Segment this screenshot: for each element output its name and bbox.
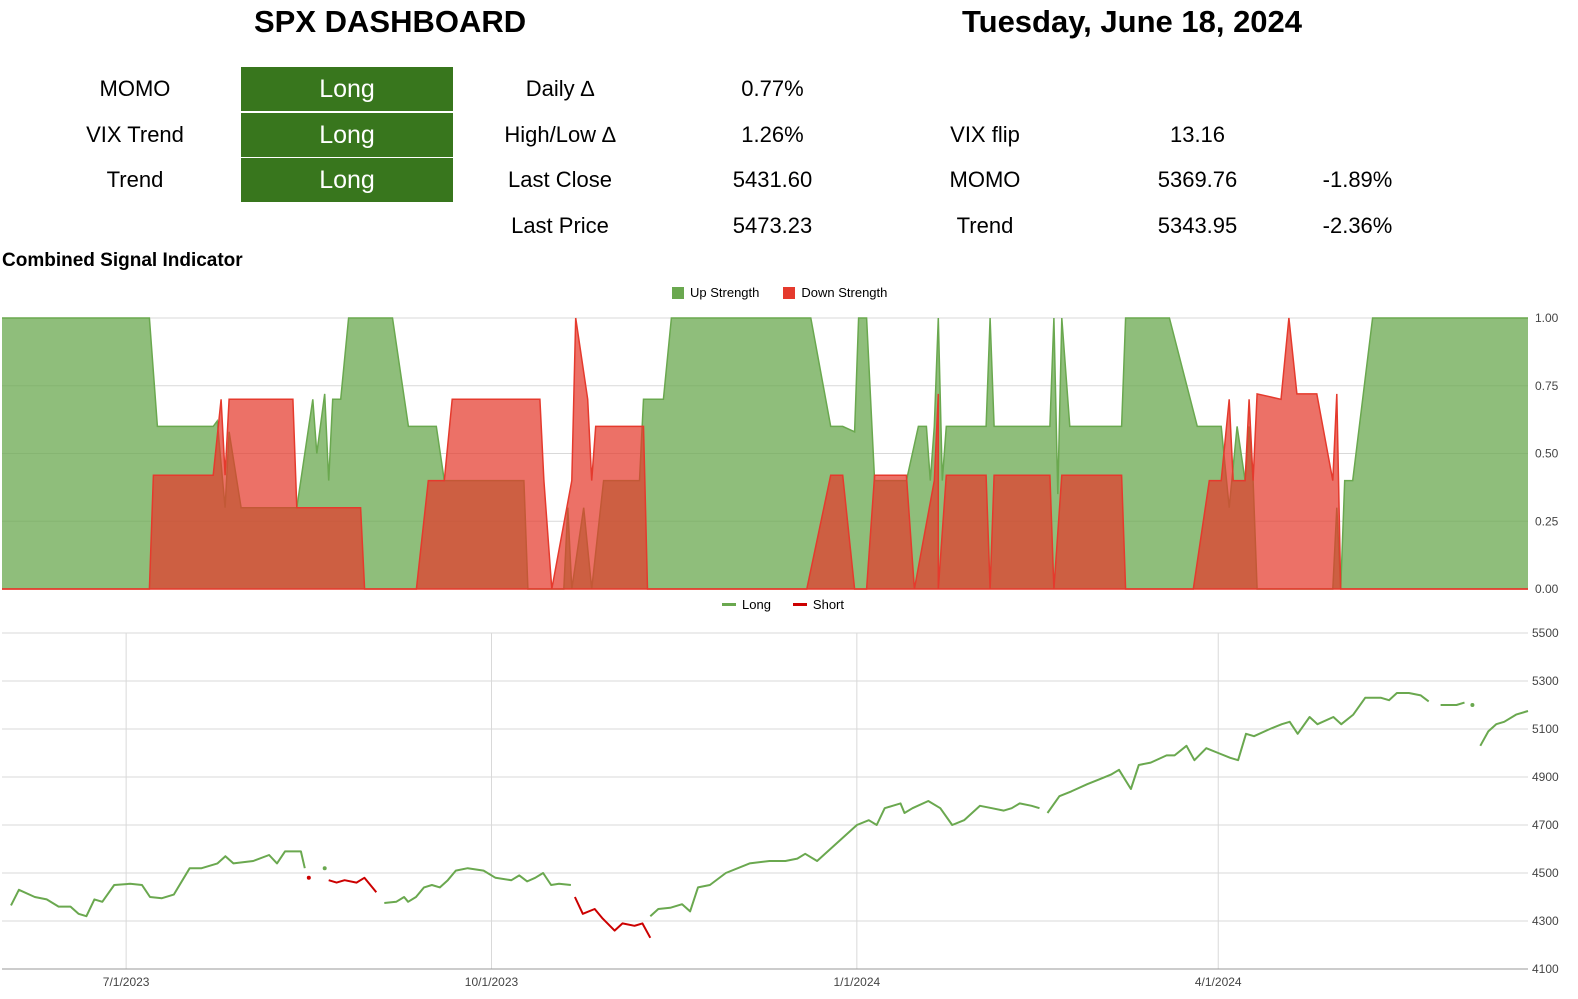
price-y-tick-label: 5500 bbox=[1532, 626, 1559, 640]
price-x-tick-label: 1/1/2024 bbox=[833, 975, 880, 989]
price-y-tick-label: 4100 bbox=[1532, 962, 1559, 976]
long-line-segment bbox=[649, 800, 1040, 917]
long-line-segment bbox=[1046, 692, 1430, 814]
signal-label-trend: Trend bbox=[106, 167, 164, 192]
long-line-segment bbox=[1479, 710, 1529, 747]
price-grid bbox=[2, 632, 1528, 970]
stat-label-high-low-delta: High/Low ∆ bbox=[504, 122, 616, 147]
signal-value-vix-trend: Long bbox=[241, 113, 453, 157]
stat-label-last-close: Last Close bbox=[508, 167, 612, 192]
long-dot bbox=[322, 866, 327, 871]
stat-label-daily-delta: Daily ∆ bbox=[525, 76, 595, 101]
short-line-segment bbox=[328, 876, 378, 893]
strength-y-tick-label: 0.00 bbox=[1535, 582, 1559, 596]
legend-up-strength: Up Strength bbox=[690, 285, 760, 300]
down-strength-swatch bbox=[783, 286, 796, 299]
price-y-tick-label: 4500 bbox=[1532, 866, 1559, 880]
level-label-trend: Trend bbox=[956, 213, 1014, 238]
price-x-tick-label: 7/1/2023 bbox=[103, 975, 150, 989]
level-value-trend: 5343.95 bbox=[1157, 213, 1238, 238]
strength-y-tick-label: 0.75 bbox=[1535, 379, 1559, 393]
stat-value-daily-delta: 0.77% bbox=[741, 76, 804, 101]
short-line-segment bbox=[573, 896, 652, 939]
signal-value-momo: Long bbox=[241, 67, 453, 111]
section-title: Combined Signal Indicator bbox=[2, 250, 243, 271]
stat-value-last-close: 5431.60 bbox=[732, 167, 813, 192]
price-lines bbox=[10, 692, 1529, 939]
long-line-segment bbox=[384, 867, 572, 904]
price-x-tick-label: 10/1/2023 bbox=[465, 975, 519, 989]
long-line-segment bbox=[10, 850, 306, 918]
level-value-vix-flip: 13.16 bbox=[1169, 122, 1226, 147]
down-strength-area bbox=[2, 318, 1528, 589]
price-y-tick-label: 4300 bbox=[1532, 914, 1559, 928]
stat-value-high-low-delta: 1.26% bbox=[741, 122, 804, 147]
price-legend: Long Short bbox=[722, 597, 844, 612]
stat-value-last-price: 5473.23 bbox=[732, 213, 813, 238]
dashboard-date: Tuesday, June 18, 2024 bbox=[962, 4, 1303, 39]
level-label-momo: MOMO bbox=[949, 167, 1021, 192]
signal-label-vix-trend: VIX Trend bbox=[86, 122, 184, 147]
level-pct-momo: -1.89% bbox=[1322, 167, 1393, 192]
level-value-momo: 5369.76 bbox=[1157, 167, 1238, 192]
short-swatch bbox=[792, 603, 807, 606]
strength-y-tick-label: 0.50 bbox=[1535, 447, 1559, 461]
down-strength-line bbox=[2, 317, 1528, 590]
stat-label-last-price: Last Price bbox=[511, 213, 609, 238]
legend-long: Long bbox=[742, 597, 771, 612]
legend-short: Short bbox=[812, 597, 844, 612]
strength-legend: Up Strength Down Strength bbox=[672, 285, 887, 300]
up-strength-area bbox=[2, 318, 1528, 589]
signal-label-momo: MOMO bbox=[99, 76, 171, 101]
signal-value-trend: Long bbox=[241, 158, 453, 202]
short-dot bbox=[306, 875, 311, 880]
price-y-tick-label: 5300 bbox=[1532, 674, 1559, 688]
up-strength-swatch bbox=[672, 286, 684, 299]
level-pct-trend: -2.36% bbox=[1322, 213, 1393, 238]
price-y-tick-label: 5100 bbox=[1532, 722, 1559, 736]
long-dot bbox=[1470, 703, 1475, 707]
strength-y-tick-label: 0.25 bbox=[1535, 514, 1559, 528]
price-axes: 4100 4300 4500 4700 4900 5100 5300 5500 7/1/2023… bbox=[2, 626, 1559, 989]
strength-y-axis: 0.00 0.25 0.50 0.75 1.00 bbox=[1535, 311, 1559, 596]
level-label-vix-flip: VIX flip bbox=[950, 122, 1020, 147]
long-line-segment bbox=[1440, 701, 1465, 706]
dashboard-title: SPX DASHBOARD bbox=[254, 4, 527, 39]
long-swatch bbox=[722, 603, 736, 606]
price-x-tick-label: 4/1/2024 bbox=[1195, 975, 1242, 989]
legend-down-strength: Down Strength bbox=[801, 285, 888, 300]
price-y-tick-label: 4900 bbox=[1532, 770, 1559, 784]
strength-areas bbox=[2, 317, 1528, 590]
strength-y-tick-label: 1.00 bbox=[1535, 311, 1559, 325]
price-y-tick-label: 4700 bbox=[1532, 818, 1559, 832]
